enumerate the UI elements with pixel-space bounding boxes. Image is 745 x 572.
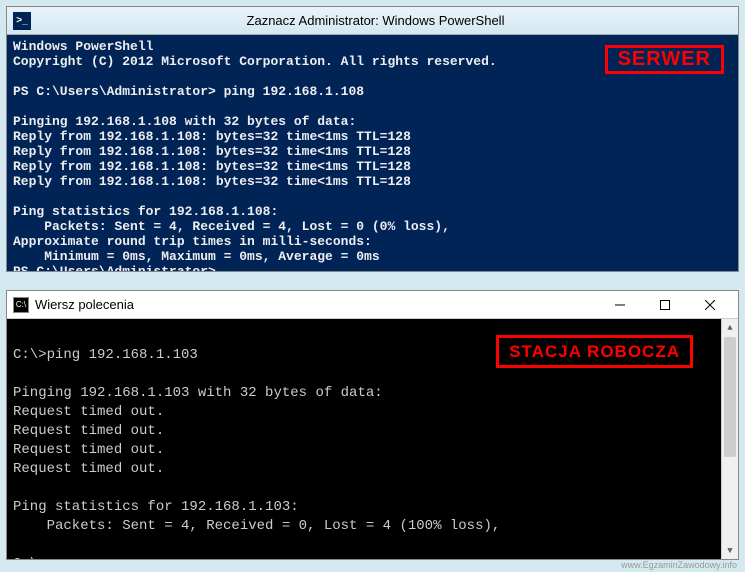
powershell-icon-glyph: >_ xyxy=(16,15,27,26)
cmd-titlebar[interactable]: C:\ Wiersz polecenia xyxy=(7,291,738,319)
cmd-title: Wiersz polecenia xyxy=(35,297,134,312)
cmd-console[interactable]: C:\>ping 192.168.1.103 Pinging 192.168.1… xyxy=(7,319,721,559)
powershell-window: >_ Zaznacz Administrator: Windows PowerS… xyxy=(6,6,739,272)
cmd-icon: C:\ xyxy=(13,297,29,313)
powershell-console[interactable]: Windows PowerShell Copyright (C) 2012 Mi… xyxy=(7,35,738,271)
server-badge: SERWER xyxy=(605,45,724,74)
scroll-down-icon[interactable]: ▼ xyxy=(722,542,738,559)
maximize-button[interactable] xyxy=(642,291,687,319)
powershell-title: Zaznacz Administrator: Windows PowerShel… xyxy=(39,13,732,28)
powershell-titlebar[interactable]: >_ Zaznacz Administrator: Windows PowerS… xyxy=(7,7,738,35)
powershell-icon: >_ xyxy=(13,12,31,30)
scroll-up-icon[interactable]: ▲ xyxy=(722,319,738,336)
cmd-icon-glyph: C:\ xyxy=(16,300,26,309)
watermark: www.EgzaminZawodowy.info xyxy=(621,560,737,570)
window-controls xyxy=(597,291,732,319)
cmd-scrollbar[interactable]: ▲ ▼ xyxy=(721,319,738,559)
minimize-button[interactable] xyxy=(597,291,642,319)
workstation-badge: STACJA ROBOCZA xyxy=(496,335,693,368)
scroll-thumb[interactable] xyxy=(724,337,736,457)
close-button[interactable] xyxy=(687,291,732,319)
cmd-window: C:\ Wiersz polecenia C:\>ping 192.168.1.… xyxy=(6,290,739,560)
